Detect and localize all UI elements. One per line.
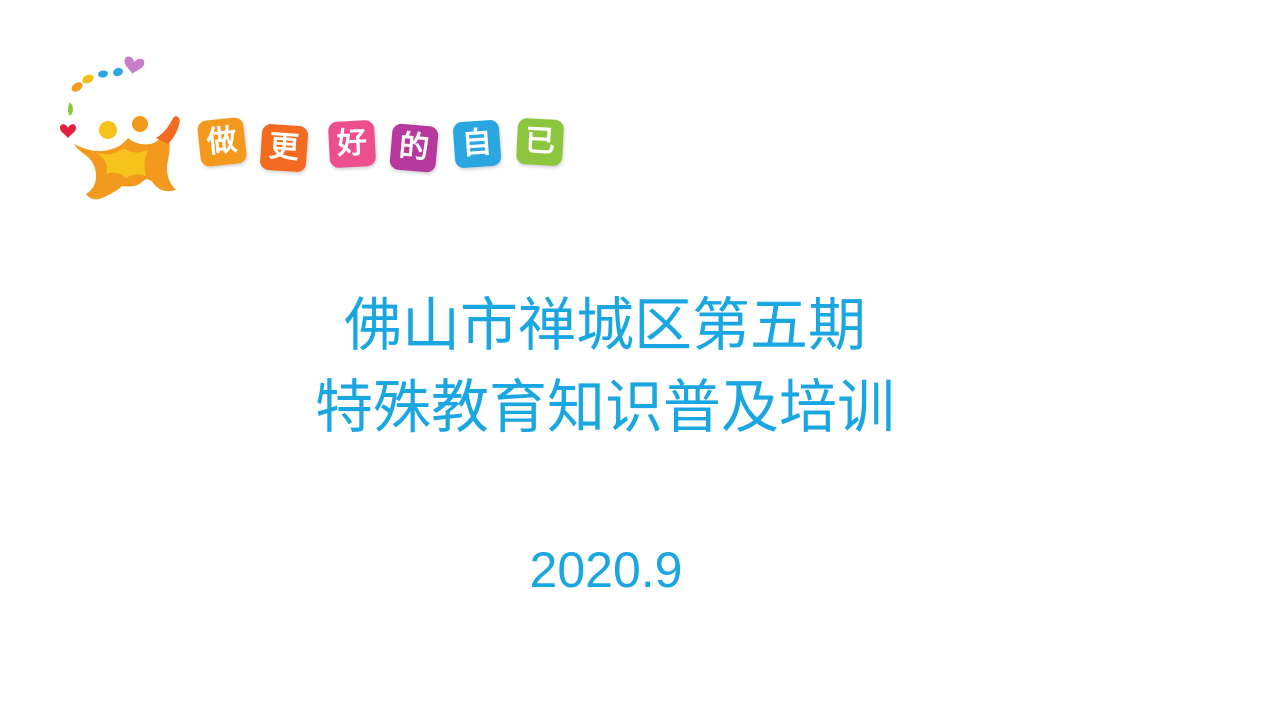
slogan-tile: 做 (196, 116, 248, 168)
slogan-tile: 的 (389, 123, 439, 173)
logo: 做 更 好 的 自 已 (56, 52, 576, 202)
slogan-tile: 自 (452, 119, 502, 169)
title-line-1: 佛山市禅城区第五期 (343, 291, 866, 359)
title-line-2: 特殊教育知识普及培训 (314, 373, 895, 441)
slogan-tiles: 做 更 好 的 自 已 (196, 115, 579, 175)
slogan-tile: 更 (259, 123, 309, 173)
slogan-tile: 好 (327, 119, 377, 169)
slogan-tile: 已 (515, 117, 565, 167)
slide-date: 2020.9 (529, 542, 683, 598)
slide-title: 佛山市禅城区第五期 特殊教育知识普及培训 (0, 284, 1210, 448)
people-logo-icon (60, 56, 180, 200)
